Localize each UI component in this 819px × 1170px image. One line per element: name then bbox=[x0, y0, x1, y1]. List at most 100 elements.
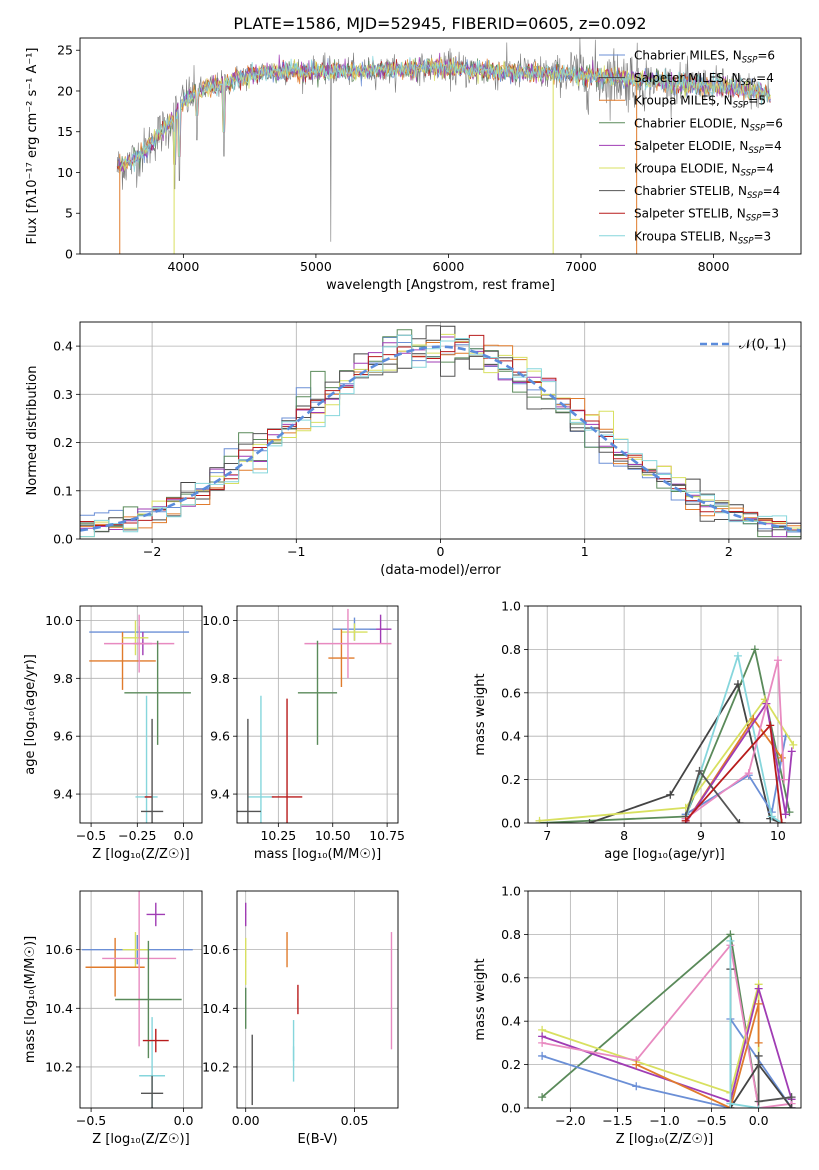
legend-entry: Kroupa STELIB, NSSP=3 bbox=[634, 229, 771, 246]
y-tick-label: 9.6 bbox=[210, 729, 230, 744]
legend-entry: 𝒩(0, 1) bbox=[739, 338, 786, 353]
y-tick-label: 10.2 bbox=[202, 1059, 230, 1074]
errorbar-plot-area bbox=[89, 614, 191, 823]
data-point-errorbar bbox=[141, 718, 164, 823]
y-tick-label: 10.0 bbox=[202, 613, 230, 628]
y-axis-label: mass weight bbox=[473, 958, 488, 1040]
series-path bbox=[539, 697, 795, 822]
errorbar-plot-area bbox=[81, 891, 193, 1108]
y-tick-label: 9.8 bbox=[210, 671, 230, 686]
data-point-errorbar bbox=[245, 902, 247, 927]
x-axis-label: Z [log₁₀(Z/Z☉)] bbox=[92, 1132, 189, 1147]
plus-marker bbox=[754, 984, 763, 993]
y-axis-label: mass [log₁₀(M/M☉)] bbox=[23, 936, 38, 1063]
data-point-errorbar bbox=[341, 623, 368, 641]
plus-marker bbox=[744, 769, 753, 778]
y-tick-label: 0.2 bbox=[501, 1057, 521, 1072]
errorbar-plot-area bbox=[245, 902, 393, 1106]
plus-marker bbox=[666, 790, 675, 799]
y-tick-label: 9.8 bbox=[53, 671, 73, 686]
x-tick-label: 7 bbox=[543, 828, 551, 843]
series-path bbox=[541, 932, 792, 1108]
x-axis-label: wavelength [Angstrom, rest frame] bbox=[326, 278, 555, 293]
data-point-errorbar bbox=[89, 632, 156, 690]
plus-marker bbox=[787, 1093, 796, 1102]
line-plot-area bbox=[535, 645, 798, 823]
series-path bbox=[685, 660, 785, 820]
histogram-series-line bbox=[80, 334, 801, 531]
x-tick-label: −1.5 bbox=[602, 1113, 632, 1128]
series-line bbox=[681, 656, 789, 823]
data-point-errorbar bbox=[146, 902, 166, 927]
x-axis-label: Z [log₁₀(Z/Z☉)] bbox=[92, 847, 189, 862]
data-point-errorbar bbox=[245, 937, 247, 985]
x-tick-label: −0.25 bbox=[118, 828, 156, 843]
normal-distribution-curve bbox=[80, 345, 801, 532]
mass-vs-ebv-panel: 0.00 0.05 10.2 10.4 10.6 E(B-V) bbox=[202, 890, 399, 1147]
y-tick-label: 10.6 bbox=[202, 942, 230, 957]
plus-marker bbox=[735, 819, 744, 823]
y-tick-label: 0.3 bbox=[53, 387, 73, 402]
y-axis-label: age [log₁₀(age/yr)] bbox=[23, 654, 38, 775]
y-tick-label: 0.4 bbox=[501, 729, 521, 744]
x-tick-label: −1 bbox=[287, 544, 305, 559]
series-path bbox=[635, 1003, 760, 1108]
series-path bbox=[541, 1016, 793, 1108]
x-tick-label: 0.00 bbox=[232, 1113, 260, 1128]
data-point-errorbar bbox=[390, 932, 393, 1050]
x-tick-label: 10.25 bbox=[260, 828, 296, 843]
x-tick-label: −1.0 bbox=[649, 1113, 679, 1128]
x-tick-label: −0.5 bbox=[76, 1113, 106, 1128]
y-tick-label: 15 bbox=[57, 124, 73, 139]
residual-histogram-panel: −2 −1 0 1 2 0.0 0.1 0.2 0.3 0.4 (data-model)/error… bbox=[25, 321, 802, 578]
legend-entry: Salpeter ELODIE, NSSP=4 bbox=[634, 139, 782, 156]
x-tick-label: 0.0 bbox=[174, 1113, 194, 1128]
data-point-errorbar bbox=[304, 608, 392, 679]
axes-frame bbox=[79, 37, 802, 255]
axes-frame bbox=[236, 890, 399, 1109]
y-tick-label: 0 bbox=[65, 247, 73, 262]
y-axis-label: mass weight bbox=[473, 673, 488, 755]
plus-marker bbox=[777, 753, 786, 762]
y-tick-label: 10.4 bbox=[45, 1001, 73, 1016]
data-point-errorbar bbox=[245, 987, 247, 1029]
y-tick-label: 0.6 bbox=[501, 970, 521, 985]
x-tick-label: −2.0 bbox=[555, 1113, 585, 1128]
data-point-errorbar bbox=[142, 1028, 169, 1053]
plus-marker bbox=[754, 1051, 763, 1060]
plus-marker bbox=[538, 1051, 547, 1060]
data-point-errorbar bbox=[122, 932, 149, 968]
x-axis-label: mass [log₁₀(M/M☉)] bbox=[254, 847, 381, 862]
y-tick-label: 0.4 bbox=[53, 339, 73, 354]
axes-frame bbox=[79, 605, 203, 824]
y-tick-label: 9.4 bbox=[210, 787, 230, 802]
errorbar-plot-area bbox=[237, 608, 392, 823]
model-fit-line bbox=[118, 56, 771, 175]
spectrum-plot-area bbox=[116, 38, 771, 254]
plus-marker bbox=[733, 651, 742, 660]
y-tick-label: 9.4 bbox=[53, 787, 73, 802]
data-point-errorbar bbox=[328, 629, 355, 688]
plus-marker bbox=[726, 1099, 735, 1108]
x-axis-label: Z [log₁₀(Z/Z☉)] bbox=[616, 1132, 713, 1147]
x-tick-label: 10 bbox=[770, 828, 786, 843]
plus-marker bbox=[789, 740, 798, 749]
x-axis-label: E(B-V) bbox=[297, 1132, 337, 1147]
plus-marker bbox=[681, 816, 690, 823]
histogram-series-line bbox=[80, 325, 801, 533]
series-path bbox=[684, 701, 793, 823]
plus-marker bbox=[773, 656, 782, 665]
x-tick-label: −0.5 bbox=[696, 1113, 726, 1128]
x-tick-label: 0.0 bbox=[174, 828, 194, 843]
plus-marker bbox=[632, 1060, 641, 1069]
plus-marker bbox=[754, 999, 763, 1008]
data-point-errorbar bbox=[271, 698, 303, 823]
y-tick-label: 5 bbox=[65, 206, 73, 221]
y-tick-label: 0.0 bbox=[501, 816, 521, 831]
y-axis-label: Flux [fλ10⁻¹⁷ erg cm⁻² s⁻¹ A⁻¹] bbox=[25, 48, 40, 245]
data-point-errorbar bbox=[124, 640, 191, 745]
figure-title: PLATE=1586, MJD=52945, FIBERID=0605, z=0… bbox=[233, 14, 646, 33]
x-tick-label: 7000 bbox=[565, 259, 597, 274]
y-tick-label: 0.6 bbox=[501, 685, 521, 700]
